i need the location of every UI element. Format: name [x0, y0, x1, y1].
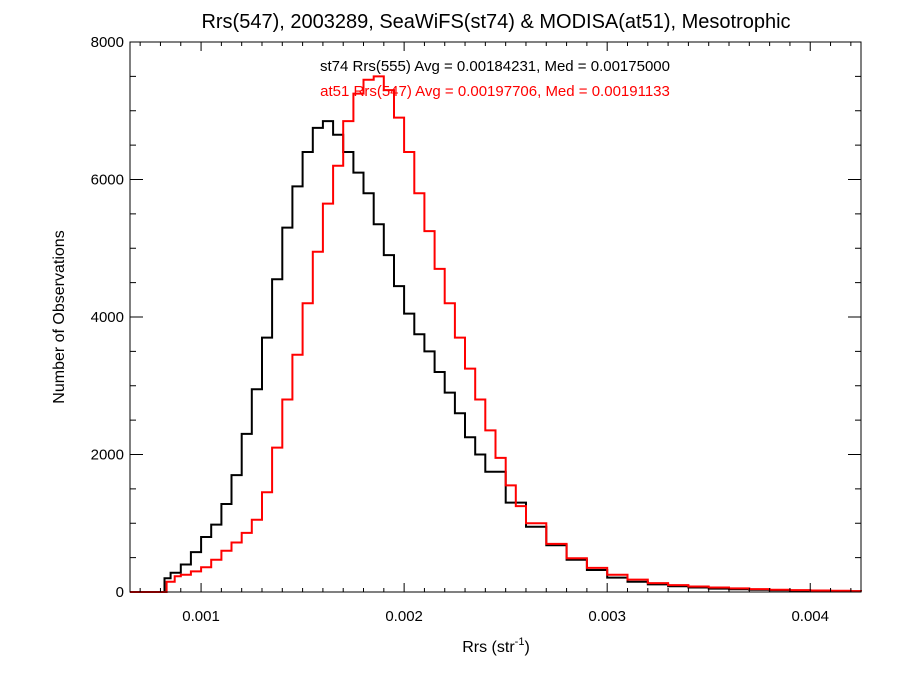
x-axis-label-base: Rrs (str — [462, 639, 515, 656]
y-axis: 0 2000 4000 6000 8000 — [91, 34, 861, 601]
chart-title: Rrs(547), 2003289, SeaWiFS(st74) & MODIS… — [201, 11, 790, 33]
y-tick-label: 4000 — [91, 309, 124, 326]
x-tick-label: 0.002 — [385, 608, 423, 625]
x-tick-label: 0.003 — [588, 608, 626, 625]
series-line-2 — [130, 75, 862, 593]
x-axis-label-end: ) — [524, 639, 529, 656]
y-tick-label: 0 — [116, 584, 124, 601]
legend-annotations: st74 Rrs(555) Avg = 0.00184231, Med = 0.… — [320, 58, 670, 100]
annotation-line-2: at51 Rrs(547) Avg = 0.00197706, Med = 0.… — [320, 83, 670, 100]
x-axis: 0.001 0.002 0.003 0.004 — [139, 42, 852, 625]
x-axis-label-superscript: -1 — [515, 636, 525, 648]
x-tick-label: 0.001 — [182, 608, 220, 625]
y-tick-label: 2000 — [91, 447, 124, 464]
y-tick-label: 6000 — [91, 172, 124, 189]
y-tick-label: 8000 — [91, 34, 124, 51]
x-axis-label: Rrs (str-1) — [462, 636, 530, 656]
annotation-line-1: st74 Rrs(555) Avg = 0.00184231, Med = 0.… — [320, 58, 670, 75]
series-layer — [130, 75, 862, 593]
y-axis-label: Number of Observations — [51, 230, 68, 403]
x-tick-label: 0.004 — [791, 608, 829, 625]
